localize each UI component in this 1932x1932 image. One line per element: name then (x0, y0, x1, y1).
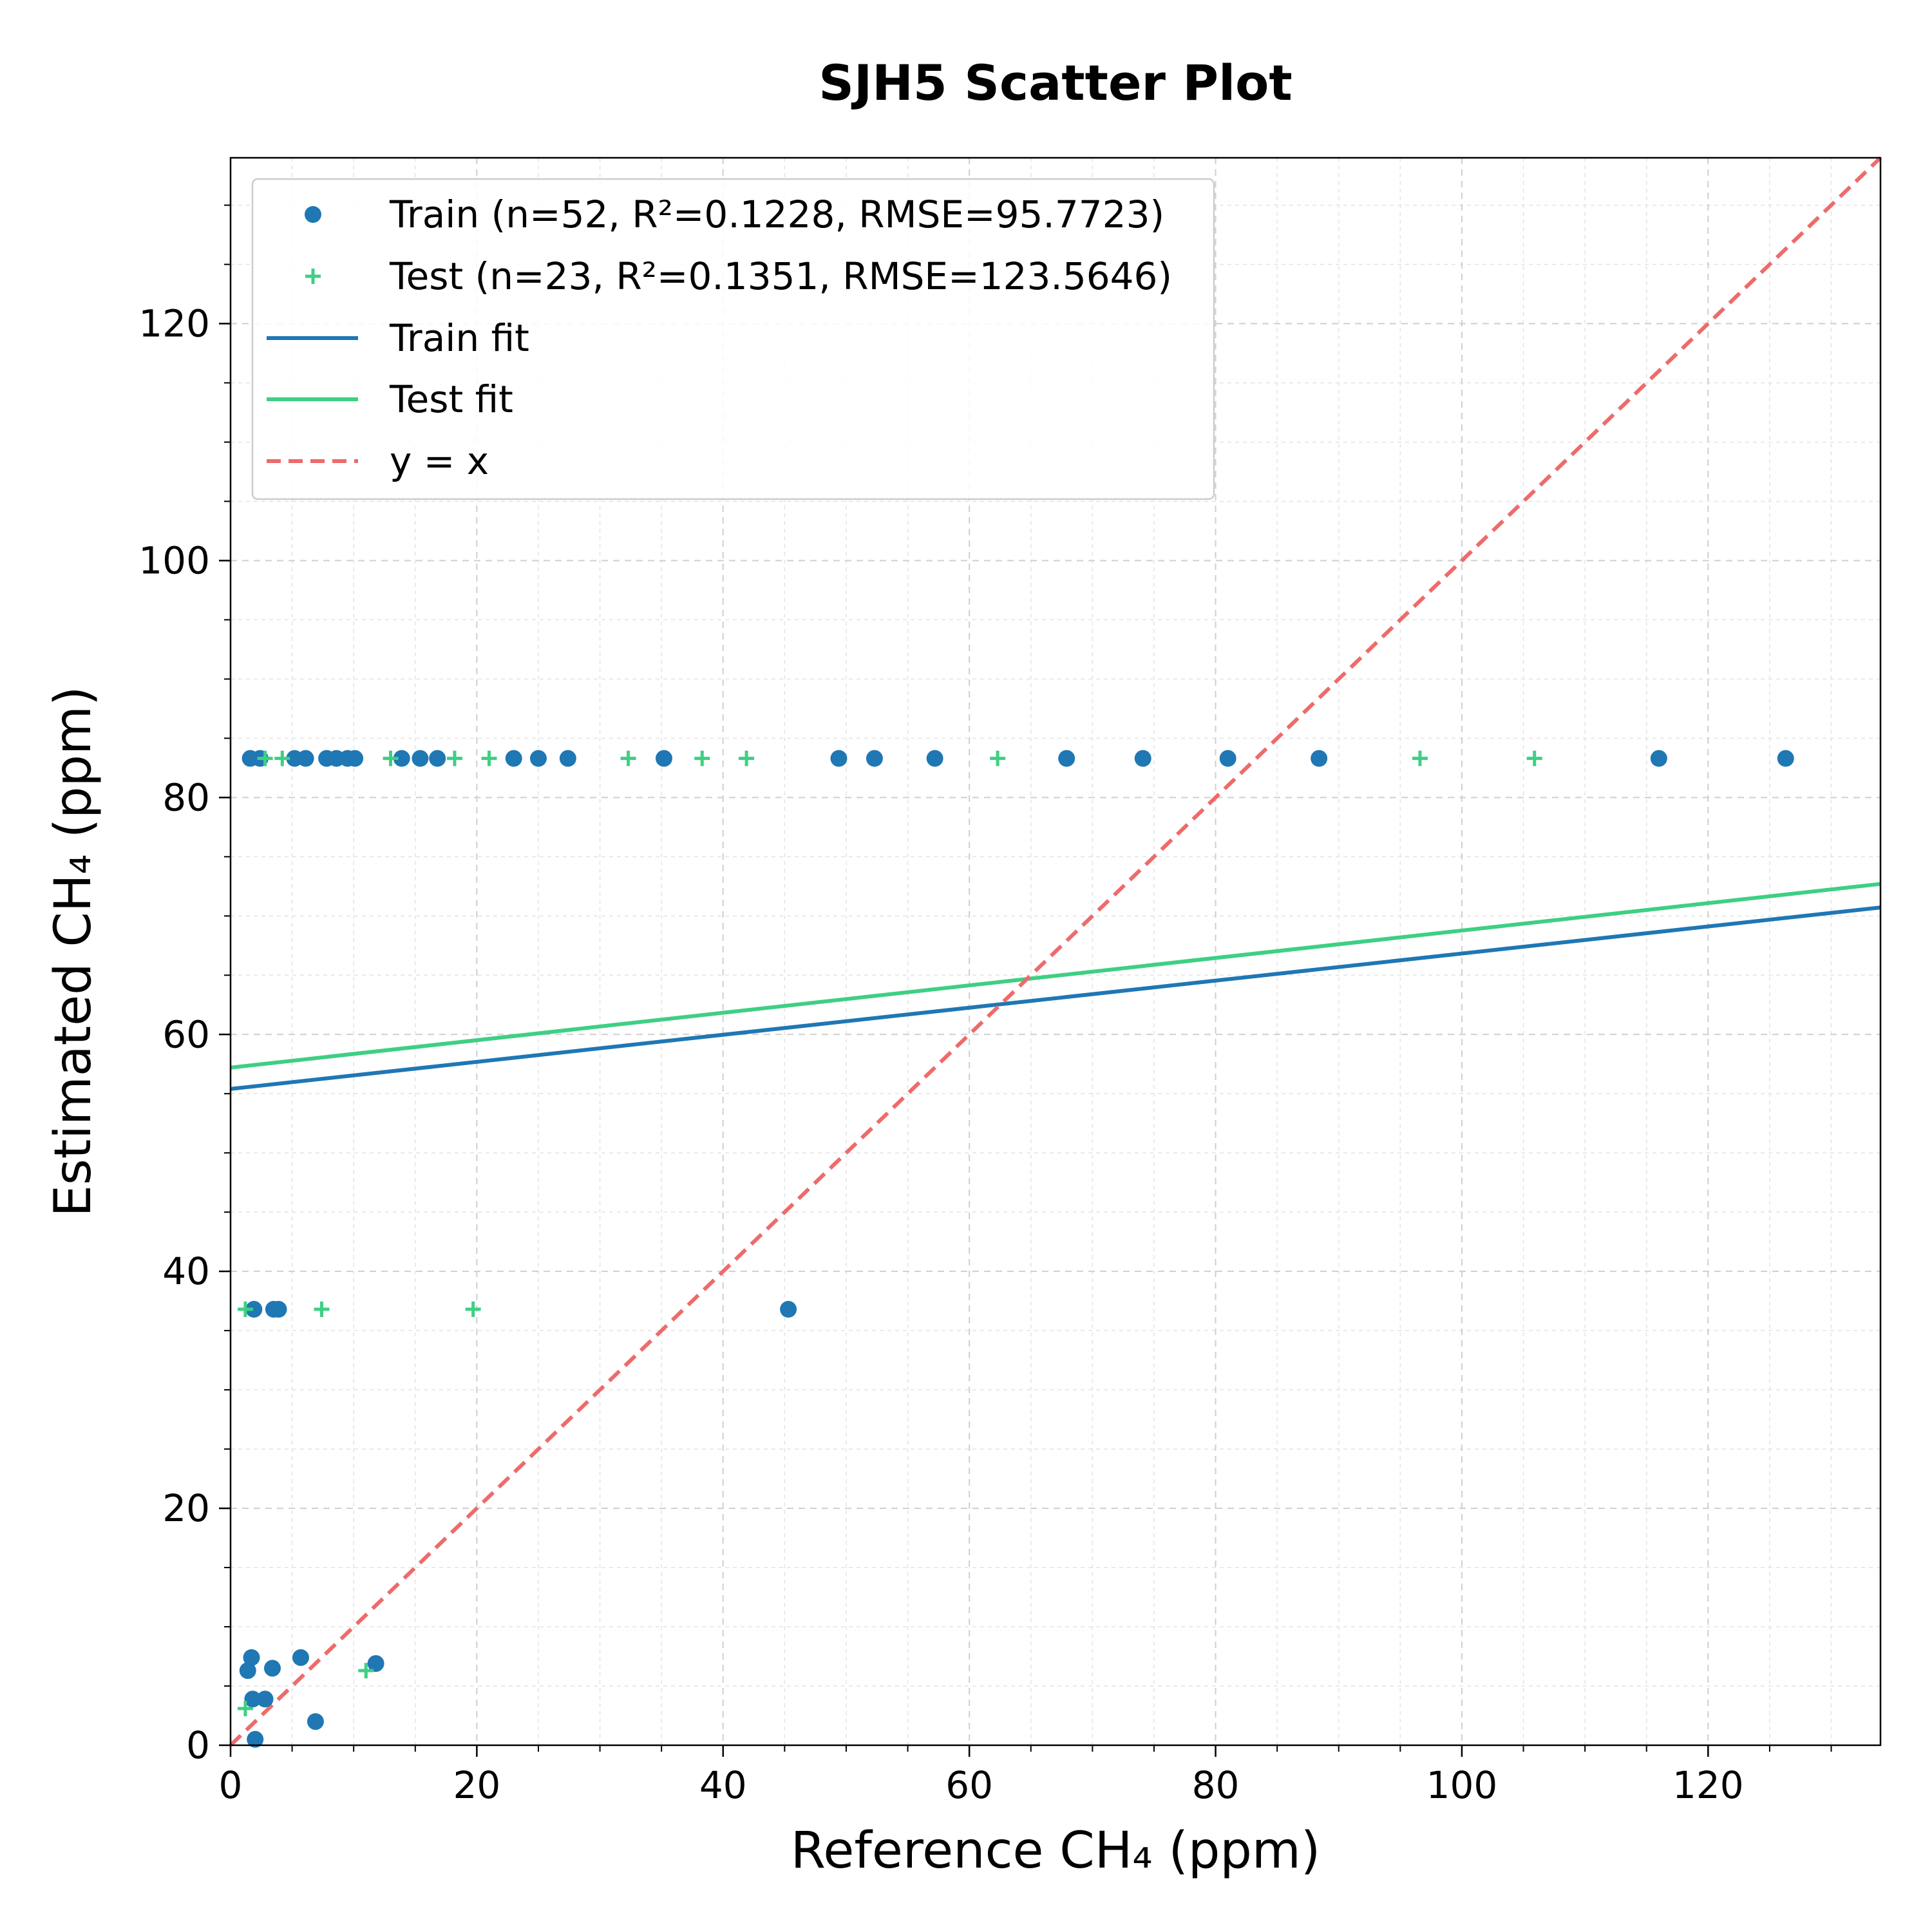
x-tick-label: 60 (945, 1763, 993, 1807)
test-point (237, 1302, 253, 1318)
fit-lines (229, 156, 1882, 1747)
plot-frame (229, 156, 1882, 1747)
train-point (1219, 750, 1236, 767)
legend: Train (n=52, R²=0.1228, RMSE=95.7723) Te… (251, 178, 1215, 500)
train-point (292, 1649, 309, 1666)
test-point (739, 750, 755, 766)
x-tick-label: 120 (1672, 1763, 1744, 1807)
x-tick-label: 40 (699, 1763, 747, 1807)
train-point (412, 750, 429, 767)
train-point (1058, 750, 1075, 767)
x-tick-label: 0 (219, 1763, 243, 1807)
train-point (559, 750, 576, 767)
y-tick-label: 0 (186, 1723, 210, 1767)
train-fit-line (230, 905, 1881, 1091)
x-axis-label: Reference CH₄ (ppm) (791, 1822, 1321, 1880)
test-point (465, 1302, 481, 1318)
train-point (346, 750, 364, 767)
test-point (1412, 750, 1428, 766)
train-point (1777, 750, 1794, 767)
legend-train-label: Train (n=52, R²=0.1228, RMSE=95.7723) (389, 193, 1164, 236)
train-point (297, 750, 314, 767)
x-tick-label: 20 (453, 1763, 500, 1807)
train-point (866, 750, 883, 767)
y-tick-label: 120 (138, 302, 210, 346)
train-point (1311, 750, 1328, 767)
train-point (307, 1713, 324, 1730)
test-point (314, 1302, 330, 1318)
train-point (245, 1301, 263, 1318)
test-fit-line (230, 882, 1881, 1070)
legend-identity-label: y = x (390, 439, 489, 483)
axis-ticks: 0 20 40 60 80 100 120 0 20 40 60 80 100 120 (138, 204, 1832, 1807)
test-point (274, 750, 290, 766)
data-points (237, 750, 1794, 1748)
legend-train-marker (305, 206, 321, 223)
train-point (243, 1649, 260, 1666)
train-point (926, 750, 943, 767)
train-point (505, 750, 522, 767)
train-point (656, 750, 673, 767)
chart-title: SJH5 Scatter Plot (819, 54, 1292, 111)
x-tick-label: 100 (1426, 1763, 1498, 1807)
train-point (239, 1662, 256, 1680)
test-point (383, 750, 399, 766)
train-point (247, 1730, 264, 1748)
train-point (264, 1660, 281, 1677)
train-point (393, 750, 410, 767)
legend-box (251, 178, 1215, 500)
identity-line (229, 156, 1882, 1747)
test-point (481, 750, 497, 766)
test-point (358, 1663, 374, 1679)
test-point (446, 750, 462, 766)
legend-test-label: Test (n=23, R²=0.1351, RMSE=123.5646) (389, 254, 1172, 298)
test-point (620, 750, 636, 766)
train-point (367, 1655, 384, 1672)
train-point (256, 1690, 274, 1708)
train-point (1134, 750, 1151, 767)
y-tick-label: 20 (162, 1486, 210, 1530)
y-tick-label: 80 (162, 775, 210, 819)
train-point (529, 750, 547, 767)
y-tick-label: 40 (162, 1249, 210, 1293)
train-point (780, 1301, 797, 1318)
train-point (244, 1690, 261, 1708)
test-point (990, 750, 1006, 766)
legend-test-fit-label: Test fit (389, 377, 513, 421)
train-point (429, 750, 446, 767)
test-point (257, 750, 273, 766)
x-tick-label: 80 (1192, 1763, 1240, 1807)
train-point (270, 1301, 287, 1318)
y-tick-label: 60 (162, 1012, 210, 1056)
test-point (237, 1700, 253, 1716)
y-axis-label: Estimated CH₄ (ppm) (44, 687, 102, 1217)
legend-train-fit-label: Train fit (389, 316, 529, 360)
train-point (830, 750, 848, 767)
train-point (1650, 750, 1667, 767)
legend-test-marker (305, 269, 321, 284)
y-tick-label: 100 (138, 538, 210, 582)
test-point (694, 750, 710, 766)
test-point (1526, 750, 1542, 766)
